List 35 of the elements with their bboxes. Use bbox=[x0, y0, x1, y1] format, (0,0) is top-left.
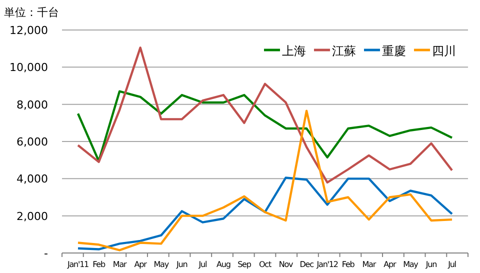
x-tick-label: May bbox=[403, 260, 419, 269]
x-tick-label: Aug bbox=[216, 260, 231, 269]
x-tick-label: Jan'12 bbox=[316, 260, 338, 269]
x-tick-label: Apr bbox=[384, 260, 397, 269]
x-tick-label: Feb bbox=[342, 260, 355, 269]
line-series bbox=[76, 176, 454, 250]
y-tick-label: - bbox=[44, 247, 48, 260]
legend-label: 上海 bbox=[282, 44, 306, 58]
x-tick-label: Apr bbox=[134, 260, 148, 269]
legend-label: 四川 bbox=[432, 44, 456, 58]
line-series bbox=[76, 110, 454, 252]
x-tick-label: Oct bbox=[258, 260, 272, 269]
x-tick-label: Jul bbox=[447, 260, 456, 269]
y-tick-label: 4,000 bbox=[16, 172, 48, 186]
y-tick-label: 6,000 bbox=[16, 136, 48, 148]
x-tick-label: Mar bbox=[362, 260, 377, 269]
x-tick-label: Dec bbox=[300, 260, 314, 269]
x-tick-label: Jul bbox=[198, 260, 207, 269]
x-tick-label: Nov bbox=[278, 260, 294, 269]
y-tick-label: 10,000 bbox=[10, 61, 48, 74]
x-tick-label: Jun bbox=[424, 260, 438, 269]
x-tick-label: Mar bbox=[112, 260, 128, 269]
legend-label: 重慶 bbox=[382, 44, 406, 58]
y-tick-label: 12,000 bbox=[10, 24, 48, 37]
y-axis-title: 単位：千台 bbox=[4, 6, 59, 19]
line-series bbox=[76, 90, 454, 162]
legend-label: 江蘇 bbox=[332, 44, 356, 58]
y-tick-label: 2,000 bbox=[16, 210, 48, 223]
y-tick-label: 8,000 bbox=[16, 98, 48, 112]
x-tick-label: May bbox=[154, 260, 170, 269]
x-tick-label: Jun bbox=[176, 260, 188, 269]
line-series bbox=[76, 46, 454, 184]
x-tick-label: Sep bbox=[238, 260, 252, 269]
x-tick-label: Jan'11 bbox=[66, 260, 90, 269]
x-tick-label: Feb bbox=[92, 260, 106, 269]
